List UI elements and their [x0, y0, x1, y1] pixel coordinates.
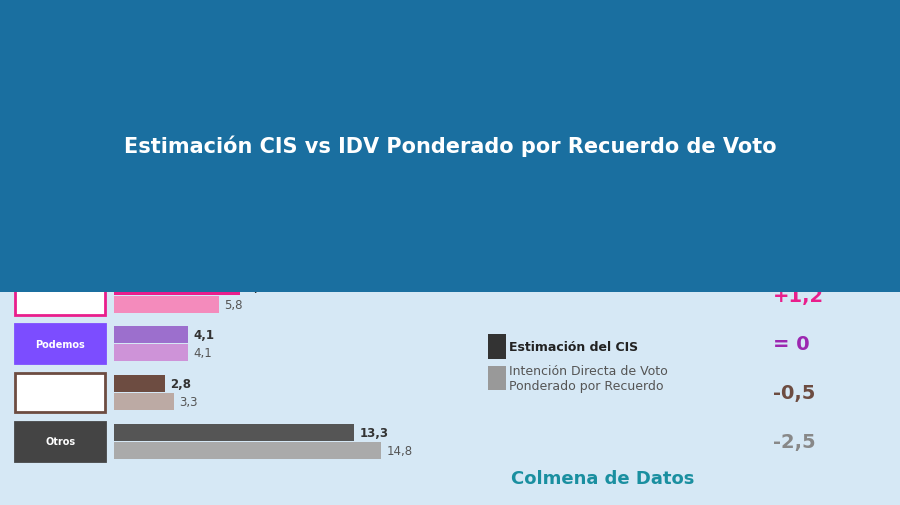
FancyBboxPatch shape: [15, 422, 105, 461]
Text: +1,2: +1,2: [773, 286, 824, 305]
FancyBboxPatch shape: [15, 276, 105, 315]
Bar: [114, 150, 612, 167]
Bar: [114, 442, 382, 459]
Bar: [114, 181, 626, 198]
Bar: [114, 393, 174, 411]
Text: Fuente de Datos: CIS Diciembre 2024, Estudio nº 3489: Fuente de Datos: CIS Diciembre 2024, Est…: [15, 86, 338, 99]
Text: Estimación CIS vs IDV Ponderado por Recuerdo de Voto: Estimación CIS vs IDV Ponderado por Recu…: [123, 136, 777, 157]
Text: 32,2: 32,2: [700, 134, 730, 147]
Text: Sumar: Sumar: [42, 291, 77, 300]
Text: -1,5: -1,5: [773, 237, 815, 257]
Text: Intención Directa de Voto
Ponderado por Recuerdo: Intención Directa de Voto Ponderado por …: [509, 364, 668, 392]
Bar: [114, 345, 188, 362]
Text: PSOE
/♥: PSOE /♥: [46, 139, 75, 161]
Bar: [114, 327, 188, 344]
Text: 13,7: 13,7: [367, 249, 393, 263]
Text: 2,8: 2,8: [170, 377, 191, 390]
Text: 27,6: 27,6: [617, 153, 644, 165]
Text: Podemos: Podemos: [35, 339, 85, 349]
Text: VOX: VOX: [49, 242, 71, 252]
FancyBboxPatch shape: [15, 130, 105, 169]
FancyBboxPatch shape: [15, 373, 105, 412]
Text: -2,3: -2,3: [773, 189, 815, 208]
Text: 13,3: 13,3: [360, 426, 389, 439]
Bar: [114, 132, 695, 149]
Text: 4,1: 4,1: [194, 329, 214, 342]
Text: 7,0: 7,0: [246, 280, 266, 293]
Text: 28,4: 28,4: [632, 183, 662, 196]
Text: pp: pp: [53, 193, 68, 204]
Text: = 0: = 0: [773, 335, 809, 353]
Bar: [114, 247, 362, 265]
Bar: [114, 424, 354, 441]
Text: 🐿: 🐿: [58, 388, 63, 398]
Text: 14,8: 14,8: [387, 444, 413, 457]
Text: Colmena de Datos: Colmena de Datos: [511, 469, 695, 487]
Text: Diferencias:: Diferencias:: [773, 97, 867, 111]
FancyBboxPatch shape: [15, 228, 105, 267]
Text: 12,2: 12,2: [339, 232, 369, 244]
Text: Estimación del CIS: Estimación del CIS: [509, 340, 638, 353]
FancyBboxPatch shape: [488, 334, 506, 359]
Text: 3,3: 3,3: [179, 395, 198, 409]
Text: 4,1: 4,1: [194, 347, 212, 360]
FancyBboxPatch shape: [15, 179, 105, 218]
FancyBboxPatch shape: [15, 325, 105, 364]
Text: -2,5: -2,5: [773, 432, 815, 451]
Bar: [114, 199, 668, 216]
Text: -0,5: -0,5: [773, 383, 815, 402]
FancyBboxPatch shape: [488, 366, 506, 390]
Bar: [114, 296, 219, 313]
Bar: [114, 375, 165, 392]
Text: 5,8: 5,8: [224, 298, 243, 311]
Bar: [114, 278, 240, 295]
Text: 30,7: 30,7: [673, 201, 699, 214]
Text: +4,6: +4,6: [773, 140, 824, 160]
Text: Otros: Otros: [45, 436, 76, 446]
Bar: [114, 230, 334, 246]
